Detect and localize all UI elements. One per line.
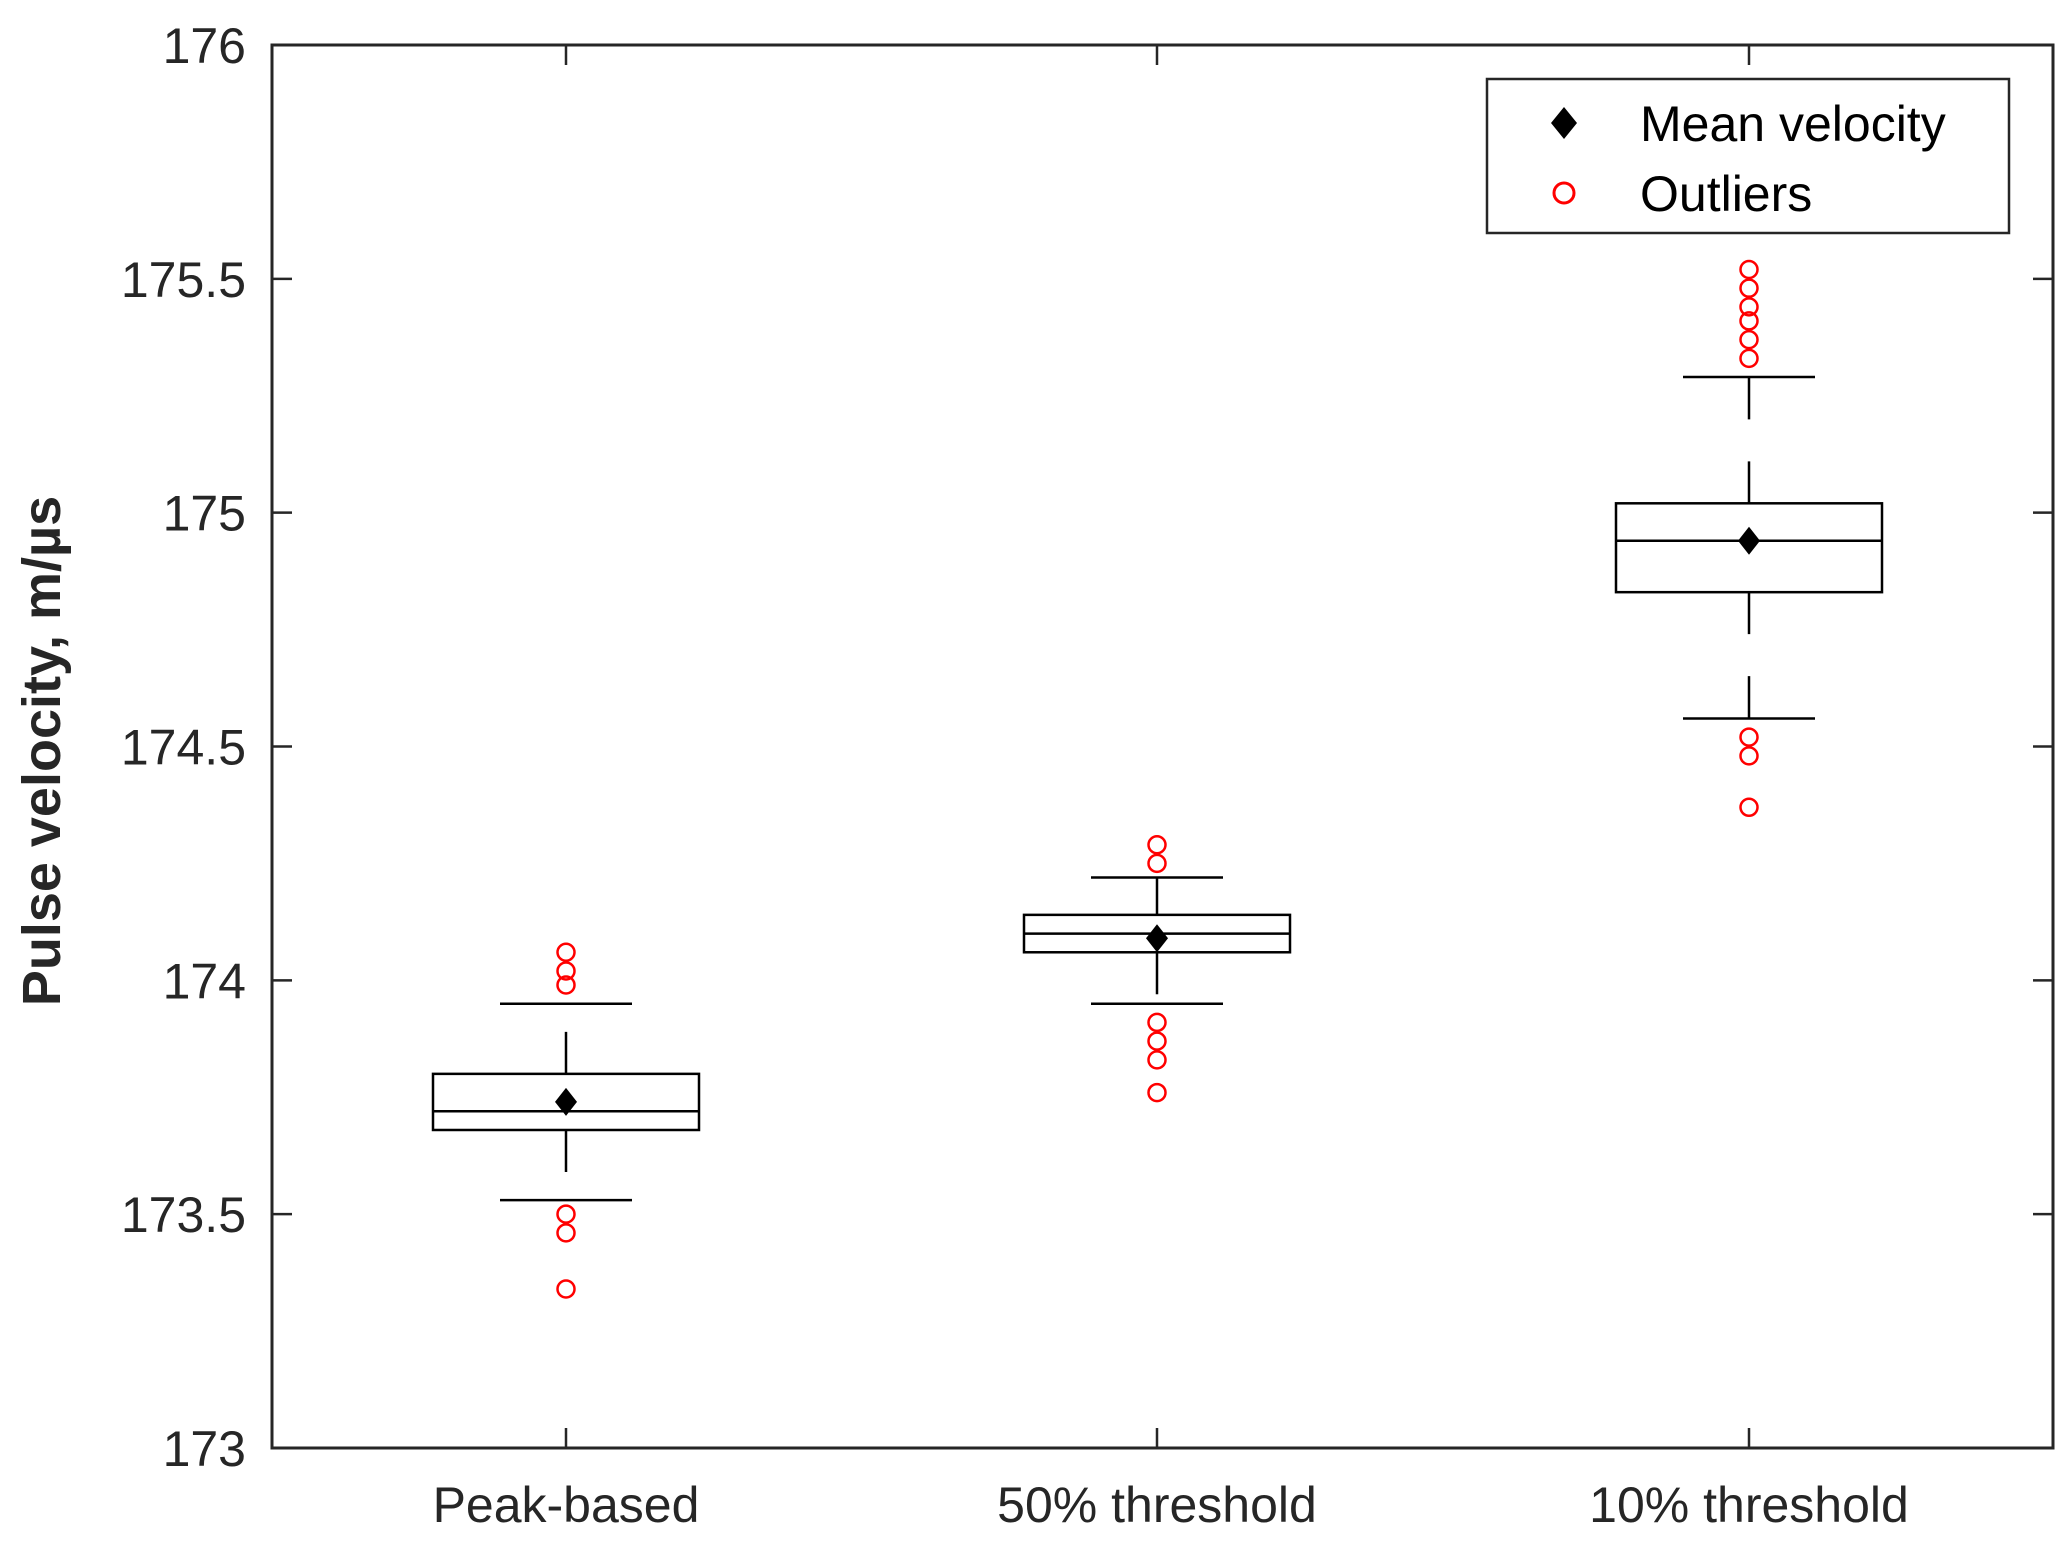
outlier-point — [1739, 746, 1759, 766]
outlier-point — [556, 1204, 576, 1224]
y-tick-label: 174 — [163, 953, 246, 1009]
outlier-point — [556, 1279, 576, 1299]
legend-entry-outliers: Outliers — [1552, 166, 1812, 222]
outlier-point — [556, 961, 576, 981]
plot-frame — [270, 43, 2055, 1450]
y-tick-label: 173.5 — [121, 1187, 246, 1243]
x-tick-label: 50% threshold — [997, 1477, 1317, 1533]
mean-diamond-icon — [1551, 107, 1577, 139]
y-axis: 173 173.5 174 174.5 175 175.5 176 — [121, 18, 2053, 1477]
outlier-point — [1739, 797, 1759, 818]
iqr-box — [1614, 502, 1884, 594]
outlier-point — [1147, 1031, 1167, 1051]
outlier-point — [1739, 348, 1759, 369]
box-group — [1614, 259, 1884, 818]
mean-marker — [555, 1087, 577, 1116]
outlier-point — [1739, 727, 1759, 747]
outlier-point — [1147, 1050, 1167, 1070]
outlier-point — [1739, 329, 1759, 350]
outlier-point — [1147, 1082, 1167, 1103]
outlier-point — [556, 1223, 576, 1243]
x-tick-label: Peak-based — [433, 1477, 700, 1533]
mean-marker — [1146, 924, 1168, 953]
y-tick-label: 176 — [163, 18, 246, 74]
outlier-point — [556, 942, 576, 963]
legend-box — [1485, 77, 2011, 235]
legend-entry-mean: Mean velocity — [1551, 96, 1946, 152]
y-tick-label: 174.5 — [121, 720, 246, 776]
outlier-point — [1739, 297, 1759, 317]
y-tick-label: 175.5 — [121, 252, 246, 308]
mean-marker — [1738, 526, 1760, 555]
outlier-point — [1739, 259, 1759, 280]
box-group — [1022, 834, 1292, 1103]
outlier-point — [1147, 853, 1167, 874]
legend: Mean velocity Outliers — [1485, 77, 2011, 235]
box-group — [431, 942, 701, 1299]
legend-label-outliers: Outliers — [1640, 166, 1812, 222]
boxes-layer — [431, 259, 1884, 1299]
outlier-point — [1739, 311, 1759, 331]
outlier-point — [556, 975, 576, 995]
y-tick-label: 175 — [163, 486, 246, 542]
outlier-point — [1739, 278, 1759, 298]
iqr-box — [431, 1072, 701, 1132]
outlier-point — [1147, 834, 1167, 855]
y-tick-label: 173 — [163, 1421, 246, 1477]
x-axis: Peak-based 50% threshold 10% threshold — [433, 45, 1909, 1533]
legend-label-mean: Mean velocity — [1640, 96, 1946, 152]
x-tick-label: 10% threshold — [1589, 1477, 1909, 1533]
outlier-point — [1147, 1012, 1167, 1033]
y-axis-label: Pulse velocity, m/µs — [12, 496, 72, 1006]
outlier-circle-icon — [1552, 181, 1576, 205]
